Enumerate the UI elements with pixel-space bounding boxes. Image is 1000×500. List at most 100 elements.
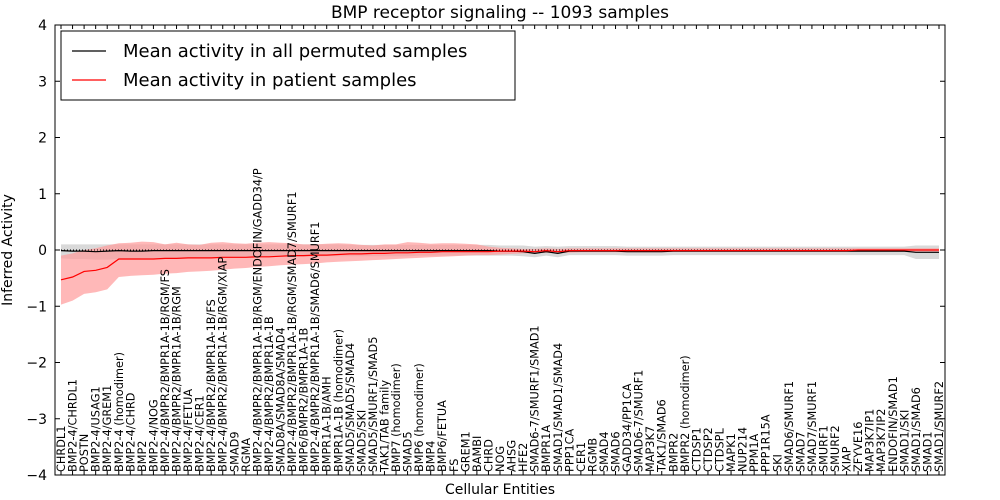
x-tick-label: SMAD1/SKI	[898, 410, 911, 472]
x-tick-label: BMP2-4/BMPR2/BMPR1A-1B/RGM/FS	[159, 269, 172, 472]
x-tick-label: SMAD6/SMURF1	[783, 381, 796, 472]
x-tick-label: FS	[448, 459, 461, 472]
x-tick-label: GADD34/PP1CA	[621, 383, 634, 472]
x-tick-label: BMP2-4/CER1	[194, 395, 207, 472]
x-tick-label: BMP2-4/BMPR2/BMPR1A-1B/FS	[205, 299, 218, 472]
x-tick-label: HFE2	[517, 443, 530, 472]
y-tick-label: 3	[38, 74, 47, 90]
x-tick-label: ZFYVE16	[852, 422, 865, 472]
x-tick-label: SMAD5	[402, 431, 415, 472]
y-tick-label: 1	[38, 187, 47, 203]
x-tick-label: BMP2-4/NOG	[147, 399, 160, 472]
y-tick-label: −3	[26, 412, 47, 428]
x-tick-label: BMP6 (homodimer)	[413, 363, 426, 472]
x-tick-label: BMP2-4/CHRD	[124, 392, 137, 472]
x-tick-label: SMAD5/SKI	[355, 410, 368, 472]
x-tick-label: BMP7 (homodimer)	[390, 363, 403, 472]
x-tick-label: BMP4	[425, 441, 438, 473]
x-tick-label: BMPR2 (homodimer)	[679, 355, 692, 472]
x-tick-label: SMAD4	[598, 431, 611, 472]
x-tick-label: BMP2-4/CHRDL1	[67, 379, 80, 472]
x-tick-label: SMAD7	[794, 431, 807, 472]
x-tick-label: PPP1CA	[563, 428, 576, 472]
x-tick-label: SMAD1/SMAD1/SMAD4	[552, 343, 565, 472]
x-tick-label: SMAD5/SMURF1/SMAD5	[367, 337, 380, 472]
x-tick-label: BAMBI	[471, 436, 484, 472]
plot-frame	[54, 24, 946, 476]
x-tick-labels: CHRDL1BMP2-4/CHRDL1POSTNBMP2-4/USAG1BMP2…	[55, 168, 946, 473]
x-tick-label: BMP2-4/BMPR2/BMPR1A-1B/RGM/XIAP	[217, 257, 230, 472]
x-tick-label: BMP2-4/BMPR2/BMPR1A-1B/RGM	[171, 286, 184, 472]
x-tick-label: SMAD6-7/SMURF1	[633, 370, 646, 472]
y-axis-label: Inferred Activity	[0, 194, 16, 306]
x-tick-label: ENDOFIN/SMAD1	[887, 376, 900, 472]
x-tick-label: RGMB	[586, 438, 599, 472]
x-tick-label: SMAD7/SMURF1	[806, 381, 819, 472]
y-tick-label: −2	[26, 356, 47, 372]
x-tick-label: CTDSPL	[714, 428, 727, 472]
x-tick-label: SMAD1	[921, 431, 934, 472]
x-tick-label: TAK1/TAB family	[379, 380, 392, 473]
x-tick-label: BMP2-4/BMPR2/BMPR1A-1B	[263, 316, 276, 472]
legend-label-permuted: Mean activity in all permuted samples	[123, 41, 467, 62]
x-tick-label: BMPR2	[667, 433, 680, 472]
x-tick-label: CHRDL1	[55, 426, 68, 472]
x-tick-label: BMPR1A	[540, 425, 553, 472]
x-tick-label: BMPR1A-1B (homodimer)	[332, 329, 345, 472]
x-tick-label: CER1	[575, 442, 588, 472]
x-tick-label: BMP2-4/USAG1	[90, 386, 103, 472]
x-tick-label: BMP2-4/BMPR2/BMPR1A-1B/RGM/SMAD7/SMURF1	[286, 191, 299, 472]
x-tick-label: TAK1/SMAD6	[656, 399, 669, 473]
x-tick-label: BMP6/BMPR2/BMPR1A-1B	[298, 328, 311, 472]
x-axis-label: Cellular Entities	[445, 482, 555, 498]
x-tick-label: SMAD1/SMAD6	[910, 387, 923, 472]
x-tick-label: SMURF2	[829, 425, 842, 472]
series-lines	[55, 249, 945, 281]
y-tick-label: −1	[26, 299, 47, 315]
confidence-band-patient	[61, 241, 939, 305]
axis-ticks: 4 3 2 1 0 −1 −2 −3 −4	[26, 18, 945, 484]
x-tick-label: BMP2-4/BMPR2/BMPR1A-1B/RGM/ENDOFIN/GADD3…	[251, 168, 264, 472]
x-tick-label: BMP2-4/BMPR2/BMPR1A-1B/SMAD6/SMURF1	[309, 222, 322, 472]
x-tick-label: GREM1	[459, 431, 472, 472]
y-tick-label: −4	[26, 468, 47, 484]
x-tick-label: BMP2	[136, 441, 149, 473]
y-tick-label: 0	[38, 243, 47, 259]
legend: Mean activity in all permuted samples Me…	[60, 30, 516, 101]
x-tick-label: MAP3K7IP2	[875, 409, 888, 472]
x-tick-label: SMAD5/SMAD5/SMAD4	[344, 343, 357, 472]
x-tick-label: SMAD6-7/SMURF1/SMAD1	[529, 325, 542, 472]
x-tick-label: SMAD1/SMURF2	[933, 381, 946, 472]
x-tick-label: CHRD	[482, 439, 495, 472]
x-tick-label: MAPK1	[725, 433, 738, 472]
x-tick-label: MAP3K7	[644, 426, 657, 472]
x-tick-label: BMP6/FETUA	[436, 400, 449, 472]
x-tick-label: SMAD8A/SMAD8A/SMAD4	[275, 327, 288, 472]
x-tick-label: BMP2-4/FETUA	[182, 389, 195, 472]
x-tick-label: XIAP	[841, 446, 854, 472]
series-line-patient	[60, 249, 939, 281]
y-tick-label: 4	[38, 18, 47, 34]
x-tick-label: POSTN	[78, 434, 91, 472]
x-tick-label: RGMA	[240, 438, 253, 472]
x-tick-label: CTDSP1	[690, 427, 703, 472]
x-tick-label: PPM1A	[748, 433, 761, 472]
x-tick-label: SMAD6	[610, 431, 623, 472]
x-tick-label: NUP214	[737, 427, 750, 472]
x-tick-label: BMPR1A-1B/AMH	[321, 376, 334, 472]
x-tick-label: SMAD9	[228, 431, 241, 472]
chart-title: BMP receptor signaling -- 1093 samples	[331, 3, 669, 23]
legend-box	[60, 30, 516, 101]
legend-label-patient: Mean activity in patient samples	[123, 70, 417, 91]
x-tick-label: CTDSP2	[702, 427, 715, 472]
x-tick-label: PPP1R15A	[760, 414, 773, 472]
x-tick-label: BMP2-4 (homodimer)	[113, 352, 126, 472]
x-tick-label: BMP2-4/GREM1	[101, 385, 114, 472]
x-tick-label: AHSG	[506, 440, 519, 472]
x-tick-label: SKI	[771, 454, 784, 472]
x-tick-label: SMURF1	[818, 425, 831, 472]
y-tick-label: 2	[38, 131, 47, 147]
x-tick-label: MAP3K7IP1	[864, 409, 877, 472]
x-tick-label: NOG	[494, 446, 507, 472]
